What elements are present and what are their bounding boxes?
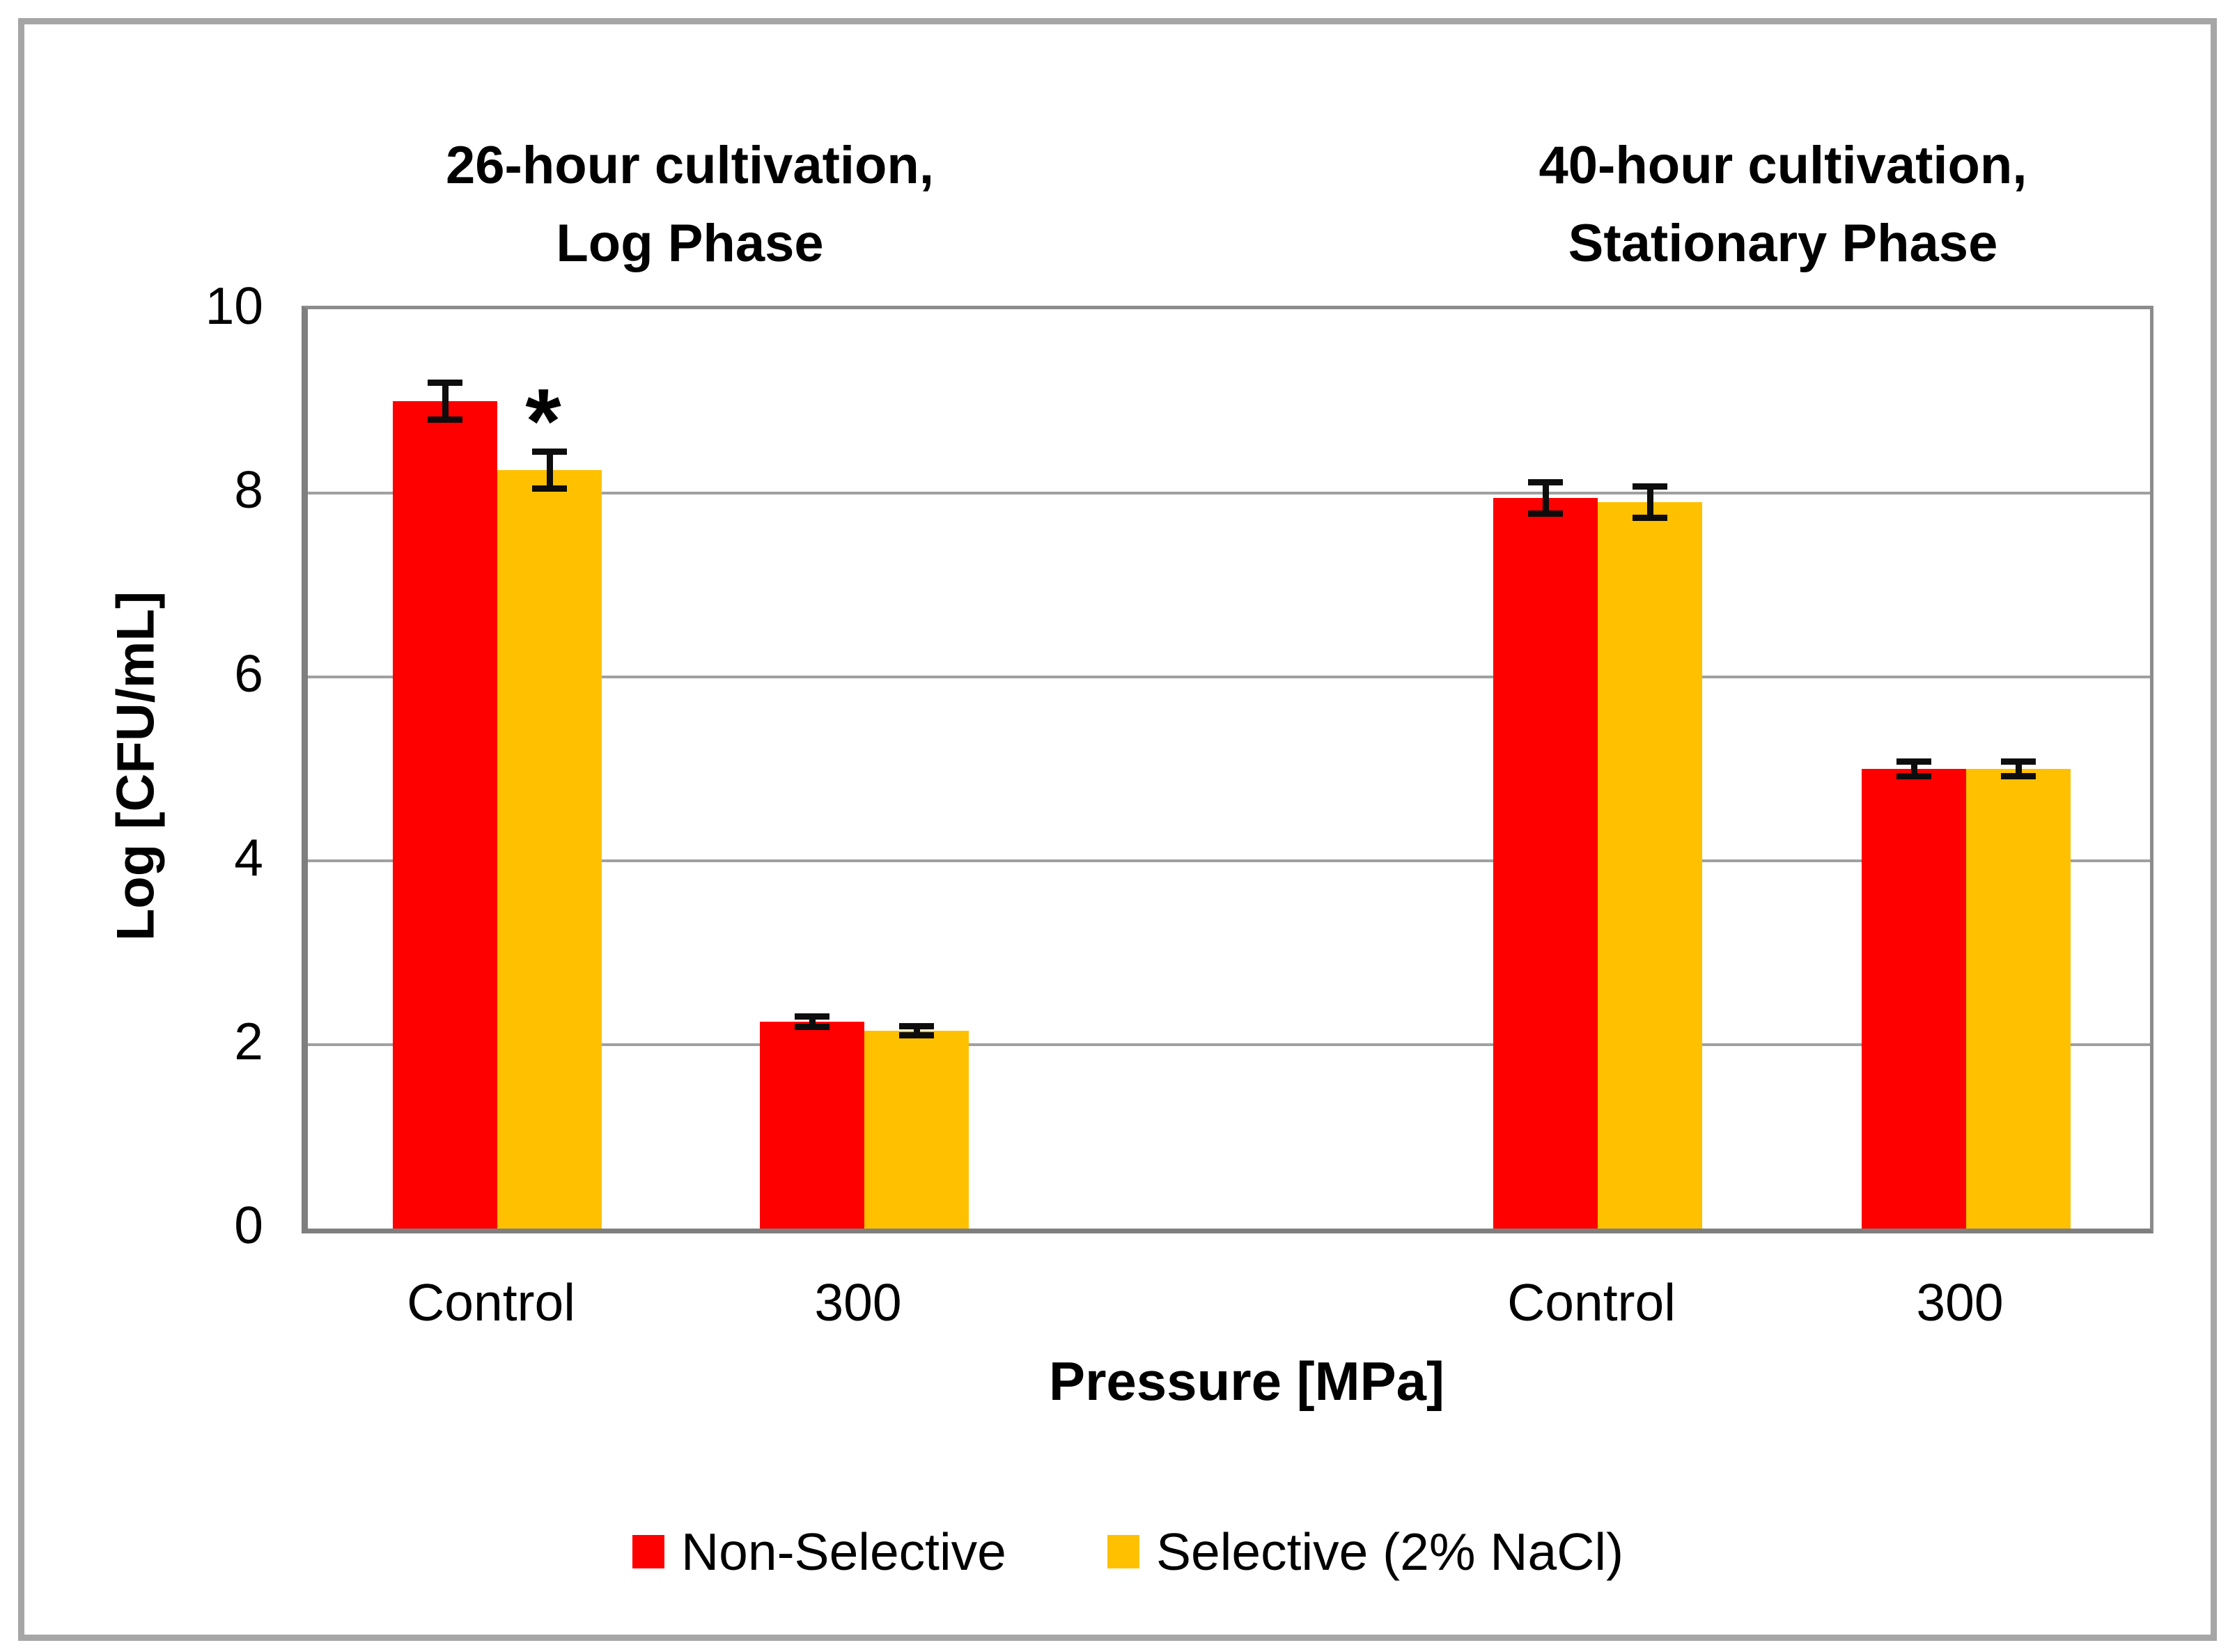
gridline-8 xyxy=(308,492,2150,494)
error-bar-cap xyxy=(899,1023,934,1030)
legend-item-selective: Selective (2% NaCl) xyxy=(1107,1517,1623,1587)
error-bar-cap xyxy=(428,416,462,423)
error-bar-cap xyxy=(532,485,567,492)
bar-control-non-selective xyxy=(1493,497,1598,1229)
plot-area xyxy=(302,306,2153,1233)
error-bar-cap xyxy=(795,1024,829,1031)
x-tick-label-300: 300 xyxy=(1916,1273,2004,1332)
error-bar-cap xyxy=(1896,773,1931,780)
panel-title-stationary-phase: 40-hour cultivation, Stationary Phase xyxy=(1393,127,2173,283)
y-tick-label-0: 0 xyxy=(234,1196,263,1254)
panel-title-line: Stationary Phase xyxy=(1568,214,1998,273)
legend-label-selective: Selective (2% NaCl) xyxy=(1156,1522,1624,1581)
legend-swatch-selective xyxy=(1107,1535,1139,1568)
error-bar-cap xyxy=(795,1013,829,1020)
legend-swatch-non-selective xyxy=(632,1535,664,1568)
legend-item-non-selective: Non-Selective xyxy=(632,1517,1006,1587)
x-tick-label-control: Control xyxy=(407,1273,575,1332)
error-bar xyxy=(2015,761,2022,777)
bar-300-non-selective xyxy=(1862,769,1966,1229)
error-bar-cap xyxy=(1896,758,1931,765)
error-bar-cap xyxy=(2001,773,2036,780)
x-axis-title: Pressure [MPa] xyxy=(1049,1350,1444,1412)
bar-control-selective xyxy=(1598,502,1702,1229)
error-bar-cap xyxy=(1633,515,1667,522)
error-bar xyxy=(913,1026,920,1036)
x-tick-label-300: 300 xyxy=(814,1273,902,1332)
error-bar xyxy=(546,451,553,489)
error-bar xyxy=(442,382,449,420)
y-tick-label-8: 8 xyxy=(234,460,263,519)
bar-300-selective xyxy=(1966,769,2071,1229)
error-bar-cap xyxy=(428,380,462,387)
bar-control-non-selective xyxy=(393,401,497,1229)
y-tick-label-2: 2 xyxy=(234,1012,263,1070)
legend: Non-Selective Selective (2% NaCl) xyxy=(0,1517,2228,1587)
error-bar-cap xyxy=(1633,483,1667,490)
panel-title-line: Log Phase xyxy=(556,214,824,273)
panel-title-line: 26-hour cultivation, xyxy=(446,136,934,195)
panel-title-log-phase: 26-hour cultivation, Log Phase xyxy=(302,127,1078,283)
error-bar-cap xyxy=(1528,510,1563,517)
error-bar-cap xyxy=(1528,478,1563,485)
figure-border xyxy=(18,18,2217,1641)
error-bar xyxy=(809,1016,816,1027)
error-bar xyxy=(1646,486,1653,518)
bar-300-non-selective xyxy=(760,1022,864,1229)
bar-300-selective xyxy=(864,1031,969,1229)
error-bar-cap xyxy=(2001,758,2036,765)
panel-title-line: 40-hour cultivation, xyxy=(1538,136,2027,195)
gridline-4 xyxy=(308,859,2150,862)
gridline-2 xyxy=(308,1043,2150,1046)
error-bar xyxy=(1910,761,1917,777)
legend-label-non-selective: Non-Selective xyxy=(681,1522,1006,1581)
error-bar-cap xyxy=(899,1032,934,1039)
x-tick-label-control: Control xyxy=(1507,1273,1676,1332)
error-bar xyxy=(1542,482,1549,514)
error-bar-cap xyxy=(532,449,567,455)
bar-control-selective xyxy=(497,470,602,1229)
y-tick-label-4: 4 xyxy=(234,828,263,887)
significance-asterisk: * xyxy=(525,369,561,472)
y-tick-label-6: 6 xyxy=(234,644,263,703)
gridline-6 xyxy=(308,676,2150,678)
y-tick-label-10: 10 xyxy=(205,276,263,335)
